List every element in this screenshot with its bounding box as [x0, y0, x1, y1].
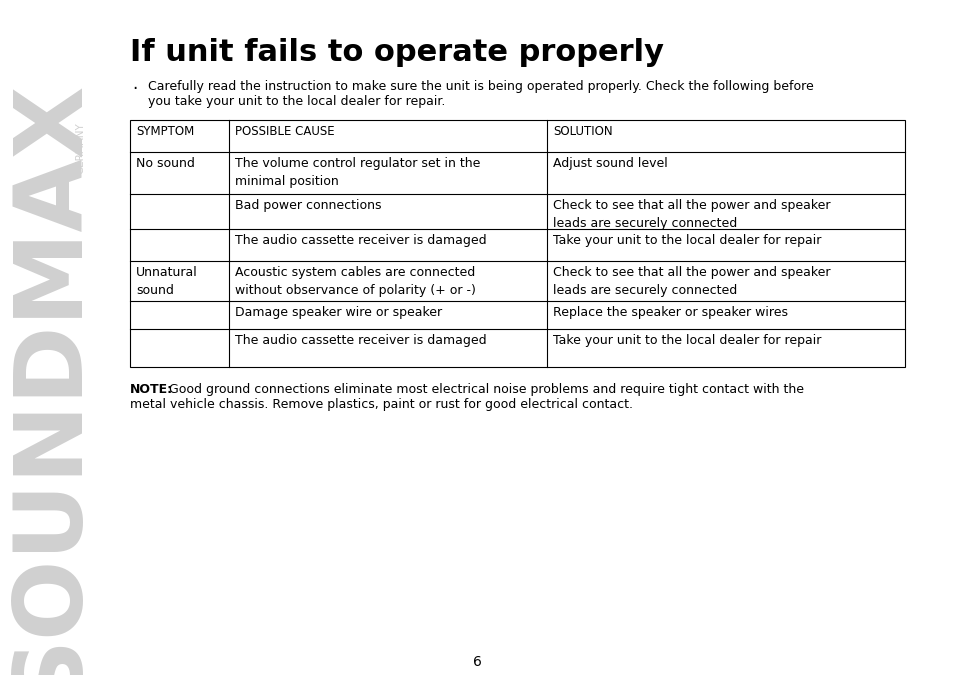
Text: The volume control regulator set in the
minimal position: The volume control regulator set in the … [235, 157, 480, 188]
Text: No sound: No sound [136, 157, 194, 170]
Text: SOLUTION: SOLUTION [553, 125, 612, 138]
Text: Adjust sound level: Adjust sound level [553, 157, 667, 170]
Text: Bad power connections: Bad power connections [235, 199, 381, 212]
Text: Take your unit to the local dealer for repair: Take your unit to the local dealer for r… [553, 334, 821, 347]
Text: you take your unit to the local dealer for repair.: you take your unit to the local dealer f… [148, 95, 445, 108]
Text: Replace the speaker or speaker wires: Replace the speaker or speaker wires [553, 306, 787, 319]
Text: Damage speaker wire or speaker: Damage speaker wire or speaker [235, 306, 442, 319]
Text: SYMPTOM: SYMPTOM [136, 125, 194, 138]
Text: Check to see that all the power and speaker
leads are securely connected: Check to see that all the power and spea… [553, 266, 829, 297]
Text: SOUNDMAX: SOUNDMAX [4, 79, 96, 675]
Text: NOTE:: NOTE: [130, 383, 172, 396]
Bar [130, 120, 904, 367]
Text: Take your unit to the local dealer for repair: Take your unit to the local dealer for r… [553, 234, 821, 247]
Text: If unit fails to operate properly: If unit fails to operate properly [130, 38, 663, 67]
Text: 6: 6 [472, 655, 481, 669]
Text: Check to see that all the power and speaker
leads are securely connected: Check to see that all the power and spea… [553, 199, 829, 230]
Text: POSSIBLE CAUSE: POSSIBLE CAUSE [235, 125, 335, 138]
Text: ·: · [132, 80, 137, 98]
Text: Carefully read the instruction to make sure the unit is being operated properly.: Carefully read the instruction to make s… [148, 80, 813, 93]
Text: GERMANY: GERMANY [75, 122, 85, 174]
Text: Acoustic system cables are connected
without observance of polarity (+ or -): Acoustic system cables are connected wit… [235, 266, 476, 297]
Text: The audio cassette receiver is damaged: The audio cassette receiver is damaged [235, 334, 486, 347]
Text: Unnatural
sound: Unnatural sound [136, 266, 197, 297]
Text: The audio cassette receiver is damaged: The audio cassette receiver is damaged [235, 234, 486, 247]
Text: Good ground connections eliminate most electrical noise problems and require tig: Good ground connections eliminate most e… [165, 383, 803, 396]
Text: metal vehicle chassis. Remove plastics, paint or rust for good electrical contac: metal vehicle chassis. Remove plastics, … [130, 398, 633, 411]
